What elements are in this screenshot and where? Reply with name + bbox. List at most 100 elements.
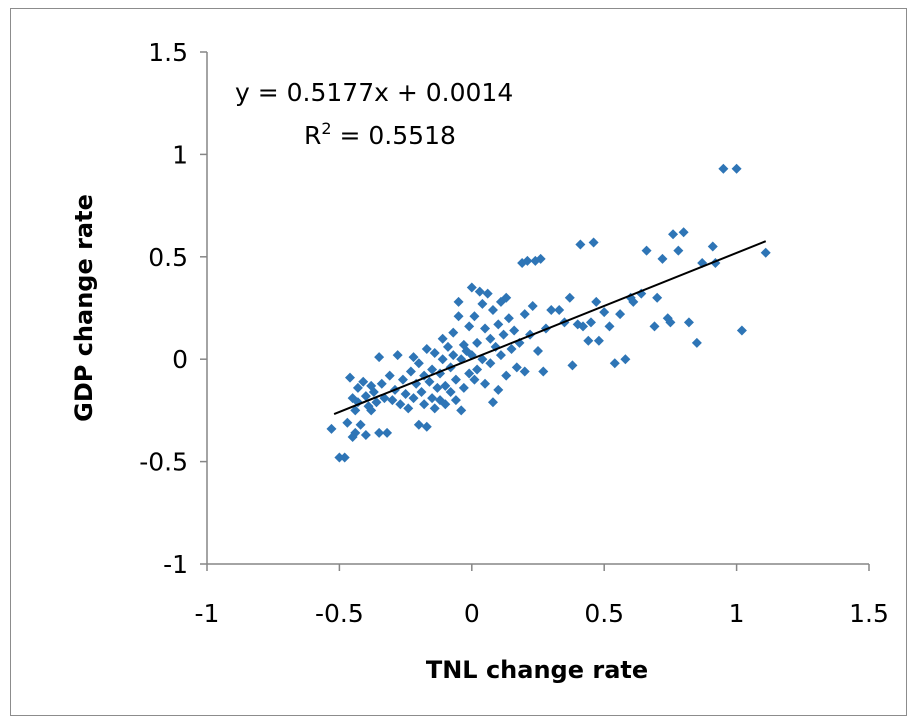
data-point (421, 343, 432, 354)
data-point (429, 348, 440, 359)
data-point (453, 296, 464, 307)
data-point (591, 296, 602, 307)
data-point (358, 376, 369, 387)
y-tick-label: 0 (172, 345, 188, 374)
data-point (405, 366, 416, 377)
data-point (652, 292, 663, 303)
data-point (371, 397, 382, 408)
data-point (403, 403, 414, 414)
data-point (419, 399, 430, 410)
r-squared-label: R2 = 0.5518 (304, 119, 456, 150)
data-point (413, 358, 424, 369)
data-point (450, 374, 461, 385)
data-point (641, 245, 652, 256)
data-point (554, 305, 565, 316)
data-point (355, 419, 366, 430)
data-point (588, 237, 599, 248)
data-point (501, 370, 512, 381)
data-point (421, 421, 432, 432)
data-point (628, 296, 639, 307)
data-point (533, 346, 543, 357)
data-point (472, 364, 483, 375)
data-point (408, 352, 419, 363)
x-tick-label: 0 (464, 599, 480, 628)
data-point (334, 452, 345, 463)
data-point (477, 298, 488, 309)
data-point (522, 255, 533, 266)
data-point (427, 364, 438, 375)
data-point (466, 282, 477, 293)
data-point (620, 354, 631, 365)
trendline (333, 240, 767, 415)
y-tick-label: 0.5 (148, 243, 188, 272)
data-point (376, 378, 387, 389)
data-point (437, 333, 448, 344)
data-point (342, 417, 353, 428)
data-point (464, 321, 475, 332)
data-point (718, 163, 729, 174)
y-axis-title: GDP change rate (70, 194, 98, 422)
data-point (485, 358, 496, 369)
data-point (495, 350, 506, 361)
data-point (472, 337, 483, 348)
y-tick-label: 1 (172, 140, 188, 169)
data-point (519, 366, 530, 377)
data-point (442, 341, 453, 352)
data-point (668, 229, 679, 240)
data-point (464, 368, 475, 379)
axes (206, 52, 869, 565)
data-point (326, 423, 337, 434)
data-point (360, 391, 371, 402)
data-point (432, 382, 443, 393)
data-point (400, 389, 411, 400)
data-point (683, 317, 694, 328)
data-point (448, 327, 459, 338)
data-point (493, 384, 504, 395)
data-point (480, 378, 491, 389)
data-point (538, 366, 549, 377)
data-point (501, 292, 512, 303)
data-point (458, 382, 469, 393)
data-point (350, 427, 361, 438)
data-point (366, 405, 377, 416)
data-point (480, 323, 491, 334)
data-point (387, 395, 398, 406)
data-point (360, 429, 371, 440)
data-point (450, 395, 461, 406)
data-point (575, 239, 586, 250)
data-point (657, 253, 668, 264)
data-point (615, 309, 626, 320)
data-point (736, 325, 747, 336)
data-point (485, 333, 496, 344)
data-point (445, 386, 456, 397)
data-point (368, 386, 379, 397)
data-point (397, 374, 408, 385)
data-point (506, 343, 517, 354)
data-point (585, 317, 596, 328)
data-point (382, 427, 393, 438)
data-point (665, 317, 676, 328)
data-point (344, 372, 355, 383)
x-tick-label: 1.5 (849, 599, 889, 628)
data-point (511, 362, 522, 373)
data-point (578, 321, 589, 332)
x-tick-label: -1 (195, 599, 220, 628)
data-point (760, 247, 771, 258)
data-point (456, 405, 467, 416)
data-point (609, 358, 620, 369)
x-axis-title: TNL change rate (426, 656, 648, 684)
trendline-equation: y = 0.5177x + 0.0014 (235, 78, 513, 107)
data-point (509, 325, 520, 336)
data-point (503, 313, 514, 324)
data-point (392, 350, 403, 361)
data-point (482, 288, 493, 299)
data-point (440, 380, 451, 391)
r-squared-superscript: 2 (321, 119, 331, 138)
data-point (448, 350, 459, 361)
data-point (678, 227, 689, 238)
data-point (408, 393, 419, 404)
x-tick-label: 1 (729, 599, 745, 628)
data-point (535, 253, 546, 264)
data-point (691, 337, 702, 348)
